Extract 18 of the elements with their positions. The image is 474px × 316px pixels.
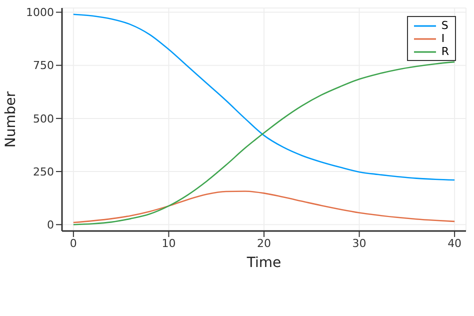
y-tick-label: 1000 xyxy=(26,6,54,20)
y-tick-label: 0 xyxy=(47,218,54,232)
y-tick-label: 250 xyxy=(33,165,54,178)
legend-label: I xyxy=(441,32,445,45)
y-tick-label: 500 xyxy=(33,112,54,126)
x-axis-title: Time xyxy=(246,255,282,271)
legend-label: R xyxy=(441,45,449,58)
y-axis-title: Number xyxy=(2,91,19,148)
line-series xyxy=(72,190,456,224)
x-tick-label: 0 xyxy=(70,236,77,250)
x-tick-label: 10 xyxy=(162,236,176,250)
x-tick-label: 30 xyxy=(352,236,366,250)
y-tick-label: 750 xyxy=(33,59,54,72)
line-series xyxy=(72,14,456,181)
line-series xyxy=(72,61,456,226)
x-tick-label: 20 xyxy=(257,236,271,250)
legend-label: S xyxy=(441,19,448,32)
x-tick-label: 40 xyxy=(448,236,462,250)
